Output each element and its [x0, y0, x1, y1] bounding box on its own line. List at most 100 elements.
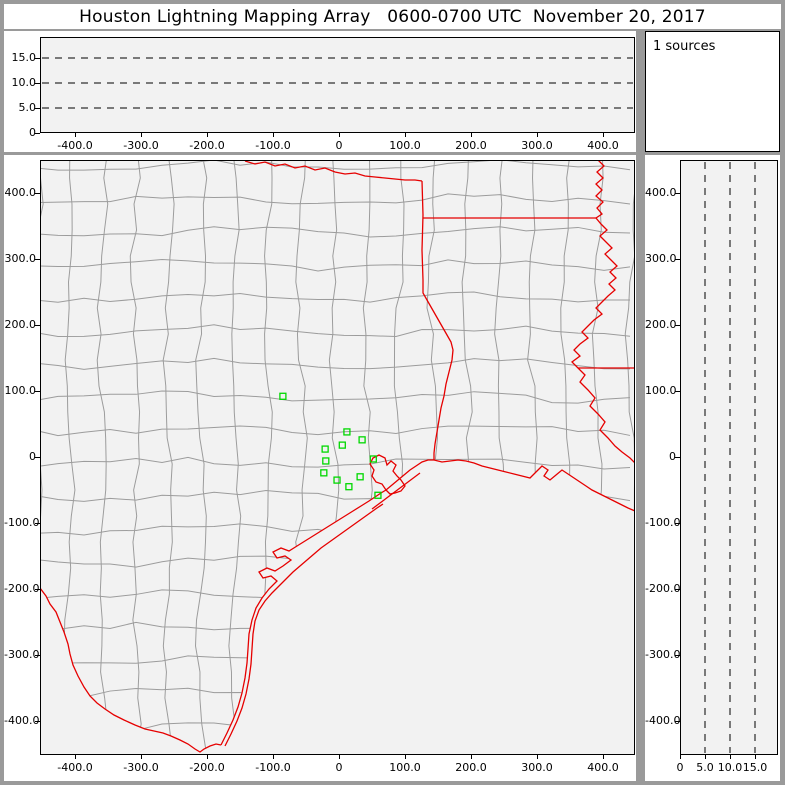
- tick-label: -400.0: [645, 714, 681, 727]
- tick-mark: [405, 755, 406, 759]
- lma-station-marker: [279, 392, 287, 400]
- sources-panel: 1 sources: [645, 31, 780, 152]
- lma-station-marker: [343, 428, 351, 436]
- tick-label: 200.0: [455, 761, 487, 774]
- tick-mark: [537, 755, 538, 759]
- tick-mark: [141, 133, 142, 137]
- altitude-ew-panel: 15.0 10.0 5.0 0 -400.0 -300.0 -200.0 -100.0 0 100…: [4, 31, 636, 152]
- tick-label: 200.0: [4, 318, 37, 331]
- tick-label: 200.0: [645, 318, 677, 331]
- tick-mark: [755, 755, 756, 759]
- tick-label: -400.0: [57, 761, 93, 774]
- tick-mark: [471, 133, 472, 137]
- tick-mark: [35, 325, 40, 326]
- tick-label: 400.0: [4, 186, 37, 199]
- tick-label: -200.0: [189, 139, 225, 152]
- tick-mark: [675, 259, 680, 260]
- tick-label: -200.0: [4, 582, 40, 595]
- tick-mark: [141, 755, 142, 759]
- tick-label: -300.0: [645, 648, 681, 661]
- sources-count-label: 1 sources: [653, 39, 716, 54]
- title-bar: Houston Lightning Mapping Array 0600-070…: [4, 4, 781, 29]
- tick-label: -300.0: [123, 761, 159, 774]
- tick-mark: [35, 655, 40, 656]
- tick-mark: [35, 259, 40, 260]
- tick-mark: [35, 457, 40, 458]
- tick-label: -400.0: [4, 714, 40, 727]
- tick-mark: [603, 755, 604, 759]
- altitude-ew-plot: [40, 37, 635, 133]
- tick-label: -100.0: [255, 761, 291, 774]
- tick-label: 100.0: [645, 384, 677, 397]
- tick-mark: [35, 133, 40, 134]
- tick-mark: [35, 58, 40, 59]
- tick-label: -200.0: [645, 582, 681, 595]
- tick-label: 15.0: [11, 51, 37, 64]
- tick-mark: [207, 133, 208, 137]
- tick-label: 5.0: [18, 101, 37, 114]
- tick-label: 0: [335, 139, 343, 152]
- tick-label: 400.0: [645, 186, 677, 199]
- tick-label: -400.0: [57, 139, 93, 152]
- tick-mark: [537, 133, 538, 137]
- tick-mark: [675, 391, 680, 392]
- tick-label: 100.0: [4, 384, 37, 397]
- tick-mark: [675, 721, 680, 722]
- tick-label: 10.0: [717, 761, 743, 774]
- tick-mark: [675, 193, 680, 194]
- lma-station-marker: [358, 436, 366, 444]
- lma-station-marker: [321, 445, 329, 453]
- tick-label: 5.0: [696, 761, 714, 774]
- tick-mark: [471, 755, 472, 759]
- tick-label: 15.0: [742, 761, 768, 774]
- tick-label: 100.0: [389, 139, 421, 152]
- window-title: Houston Lightning Mapping Array 0600-070…: [79, 6, 706, 27]
- lma-station-marker: [338, 441, 346, 449]
- tick-label: 300.0: [645, 252, 677, 265]
- tick-label: -100.0: [4, 516, 40, 529]
- lma-station-marker: [356, 473, 364, 481]
- tick-label: 300.0: [521, 761, 553, 774]
- tick-label: 10.0: [11, 76, 37, 89]
- tick-mark: [35, 193, 40, 194]
- lma-station-markers: [279, 392, 382, 499]
- tick-mark: [75, 755, 76, 759]
- tick-label: -100.0: [255, 139, 291, 152]
- tick-label: 200.0: [455, 139, 487, 152]
- altitude-ns-plot: [680, 160, 778, 755]
- tick-mark: [339, 755, 340, 759]
- tick-mark: [339, 133, 340, 137]
- tick-label: 300.0: [521, 139, 553, 152]
- tick-label: 0: [29, 126, 36, 139]
- tick-mark: [273, 133, 274, 137]
- tick-label: -300.0: [123, 139, 159, 152]
- plan-view-map-panel: 400.0 300.0 200.0 100.0 0 -100.0 -200.0 -300.0 -…: [4, 155, 636, 781]
- map-plot: [40, 160, 635, 755]
- lma-station-marker: [345, 483, 353, 491]
- tick-mark: [35, 589, 40, 590]
- tick-mark: [273, 755, 274, 759]
- tick-mark: [35, 391, 40, 392]
- tick-mark: [405, 133, 406, 137]
- tick-label: 0: [335, 761, 343, 774]
- state-and-water-boundaries: [40, 160, 635, 753]
- tick-mark: [675, 325, 680, 326]
- tick-label: 0: [676, 761, 684, 774]
- lma-station-marker: [369, 455, 377, 463]
- tick-label: -200.0: [189, 761, 225, 774]
- tick-mark: [35, 108, 40, 109]
- tick-mark: [35, 83, 40, 84]
- tick-label: 400.0: [587, 761, 619, 774]
- tick-mark: [207, 755, 208, 759]
- tick-label: -100.0: [645, 516, 681, 529]
- tick-mark: [680, 755, 681, 759]
- tick-mark: [675, 589, 680, 590]
- tick-label: 400.0: [587, 139, 619, 152]
- lma-station-marker: [374, 491, 382, 499]
- tick-label: 0: [669, 450, 676, 463]
- lma-station-marker: [320, 469, 328, 477]
- tick-label: 300.0: [4, 252, 37, 265]
- altitude-ns-panel: 400.0 300.0 200.0 100.0 0 -100.0 -200.0 -300.0 -…: [645, 155, 780, 781]
- tick-mark: [730, 755, 731, 759]
